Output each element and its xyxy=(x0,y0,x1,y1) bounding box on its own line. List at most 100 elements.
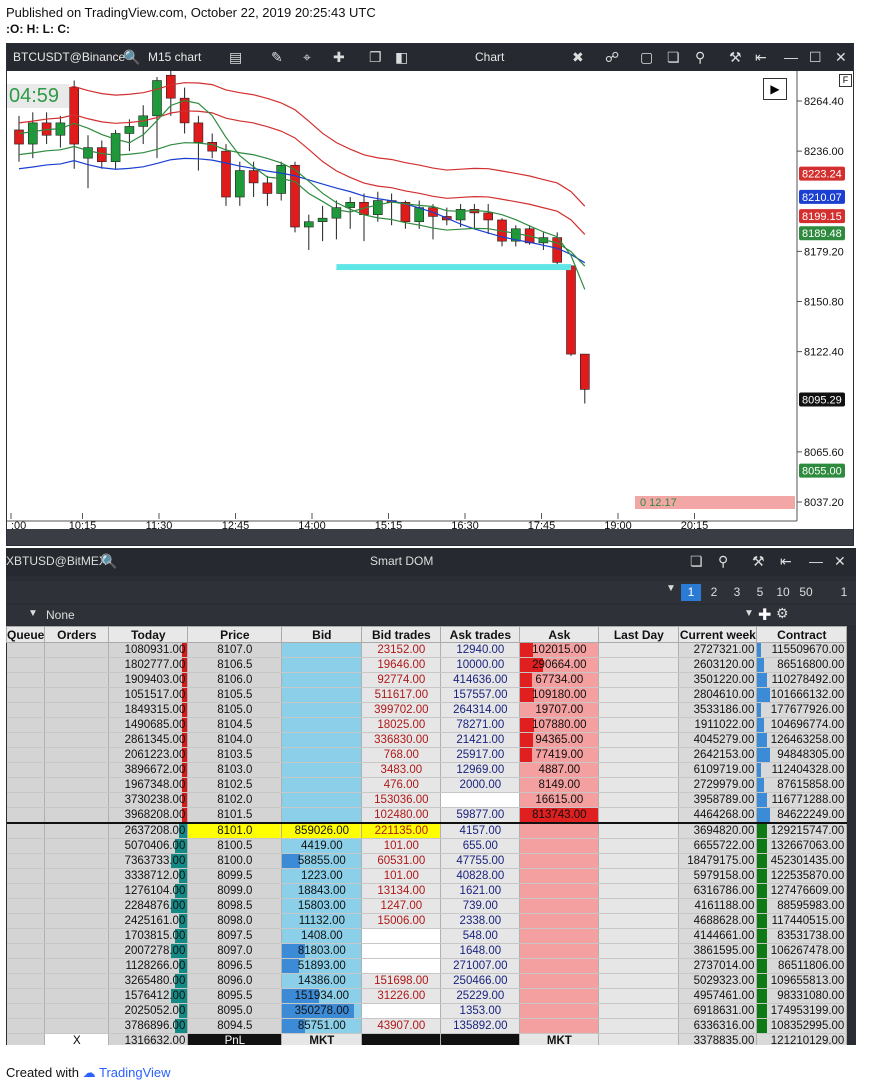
header-queue[interactable]: Queue xyxy=(6,626,46,643)
gear-icon[interactable]: ⚙ xyxy=(776,605,789,621)
price-cell[interactable]: 8103.0 xyxy=(187,762,283,778)
ask-cell[interactable] xyxy=(519,868,600,884)
bid-cell[interactable]: 859026.00 xyxy=(281,823,363,839)
chart-type-icon[interactable]: ▤ xyxy=(229,49,243,65)
price-cell[interactable]: 8095.5 xyxy=(187,988,283,1004)
pnl-button[interactable]: PnL xyxy=(187,1033,283,1045)
bid-cell[interactable] xyxy=(281,792,363,808)
ask-cell[interactable]: 16615.00 xyxy=(519,792,600,808)
dom-symbol[interactable]: XBTUSD@BitMEX xyxy=(6,554,107,568)
bid-cell[interactable]: 4419.00 xyxy=(281,838,363,854)
brand-label[interactable]: TradingView xyxy=(99,1065,171,1080)
layout-icon[interactable]: ◧ xyxy=(395,49,409,65)
bid-cell[interactable]: 1408.00 xyxy=(281,928,363,944)
minimize-icon[interactable]: — xyxy=(809,553,823,569)
price-cell[interactable]: 8106.5 xyxy=(187,657,283,673)
bid-cell[interactable] xyxy=(281,747,363,763)
ask-cell[interactable]: 290664.00 xyxy=(519,657,600,673)
bid-cell[interactable]: 14386.00 xyxy=(281,973,363,989)
price-cell[interactable]: 8101.0 xyxy=(187,823,283,839)
minimize-icon[interactable]: — xyxy=(784,49,798,65)
dropdown-icon[interactable]: ▼ xyxy=(744,608,754,619)
market-sell-button[interactable]: MKT xyxy=(519,1033,600,1045)
bid-cell[interactable] xyxy=(281,762,363,778)
tools-icon[interactable]: ⚒ xyxy=(729,49,742,65)
ask-cell[interactable]: 67734.00 xyxy=(519,672,600,688)
bid-cell[interactable]: 18843.00 xyxy=(281,883,363,899)
scissors-icon[interactable]: ✖ xyxy=(572,49,584,65)
price-cell[interactable]: 8100.5 xyxy=(187,838,283,854)
price-cell[interactable]: 8101.5 xyxy=(187,807,283,824)
ask-cell[interactable]: 77419.00 xyxy=(519,747,600,763)
header-bid-trades[interactable]: Bid trades xyxy=(361,626,442,643)
ask-cell[interactable]: 813743.00 xyxy=(519,807,600,824)
bid-cell[interactable]: 11132.00 xyxy=(281,913,363,929)
ask-cell[interactable] xyxy=(519,913,600,929)
price-cell[interactable]: 8102.5 xyxy=(187,777,283,793)
ask-cell[interactable] xyxy=(519,838,600,854)
maximize-icon[interactable]: ☐ xyxy=(809,49,822,65)
search-icon[interactable]: 🔍 xyxy=(123,49,141,65)
plus-icon[interactable]: ✚ xyxy=(758,607,772,624)
price-cell[interactable]: 8098.0 xyxy=(187,913,283,929)
symbol-label[interactable]: BTCUSDT@Binance xyxy=(13,50,126,64)
bid-cell[interactable] xyxy=(281,807,363,824)
ask-cell[interactable]: 107880.00 xyxy=(519,717,600,733)
indicator-icon[interactable]: ⌖ xyxy=(303,49,311,65)
header-contract[interactable]: Contract xyxy=(756,626,848,643)
lock-icon[interactable]: ⚲ xyxy=(695,49,706,65)
price-cell[interactable]: 8100.0 xyxy=(187,853,283,869)
ask-cell[interactable] xyxy=(519,1018,600,1034)
page-50[interactable]: 50 xyxy=(799,585,813,599)
ask-cell[interactable] xyxy=(519,1003,600,1019)
price-cell[interactable]: 8096.5 xyxy=(187,958,283,974)
price-cell[interactable]: 8104.0 xyxy=(187,732,283,748)
link-icon[interactable]: ☍ xyxy=(605,49,620,65)
ask-cell[interactable] xyxy=(519,898,600,914)
page-3[interactable]: 3 xyxy=(733,585,741,599)
dropdown-icon[interactable]: ▼ xyxy=(28,608,38,619)
price-cell[interactable]: 8097.5 xyxy=(187,928,283,944)
header-bid[interactable]: Bid xyxy=(281,626,363,643)
ask-cell[interactable]: 8149.00 xyxy=(519,777,600,793)
clone-icon[interactable]: ❏ xyxy=(690,553,703,569)
ask-cell[interactable] xyxy=(519,958,600,974)
header-orders[interactable]: Orders xyxy=(44,626,110,643)
ask-cell[interactable] xyxy=(519,943,600,959)
bid-cell[interactable] xyxy=(281,687,363,703)
price-cell[interactable]: 8099.5 xyxy=(187,868,283,884)
dropdown-icon[interactable]: ▼ xyxy=(666,583,676,594)
timeframe-label[interactable]: M15 chart xyxy=(148,50,202,64)
market-buy-button[interactable]: MKT xyxy=(281,1033,363,1045)
filter-select[interactable]: None xyxy=(46,608,75,622)
price-cell[interactable]: 8104.5 xyxy=(187,717,283,733)
price-cell[interactable]: 8094.5 xyxy=(187,1018,283,1034)
bid-cell[interactable]: 81803.00 xyxy=(281,943,363,959)
ask-cell[interactable] xyxy=(519,973,600,989)
page-extra[interactable]: 1 xyxy=(840,585,848,599)
price-cell[interactable]: 8105.5 xyxy=(187,687,283,703)
close-icon[interactable]: ✕ xyxy=(835,49,847,65)
lock-icon[interactable]: ⚲ xyxy=(718,553,729,569)
ask-cell[interactable] xyxy=(519,988,600,1004)
header-today[interactable]: Today xyxy=(108,626,189,643)
price-cell[interactable]: 8103.5 xyxy=(187,747,283,763)
bid-cell[interactable]: 15803.00 xyxy=(281,898,363,914)
pin-icon[interactable]: ⇤ xyxy=(780,553,792,569)
header-last-day[interactable]: Last Day xyxy=(598,626,680,643)
clone-icon[interactable]: ❏ xyxy=(667,49,680,65)
bid-cell[interactable] xyxy=(281,777,363,793)
page-10[interactable]: 10 xyxy=(776,585,790,599)
header-price[interactable]: Price xyxy=(187,626,283,643)
price-cell[interactable]: 8105.0 xyxy=(187,702,283,718)
bid-cell[interactable] xyxy=(281,657,363,673)
header-ask-trades[interactable]: Ask trades xyxy=(440,626,521,643)
price-cell[interactable]: 8099.0 xyxy=(187,883,283,899)
ask-cell[interactable] xyxy=(519,853,600,869)
bid-cell[interactable] xyxy=(281,732,363,748)
bid-cell[interactable]: 151934.00 xyxy=(281,988,363,1004)
header-current-week[interactable]: Current week xyxy=(678,626,758,643)
play-button[interactable]: ▶ xyxy=(763,78,787,100)
close-icon[interactable]: ✕ xyxy=(834,553,846,569)
crosshair-icon[interactable]: ✚ xyxy=(333,49,345,65)
